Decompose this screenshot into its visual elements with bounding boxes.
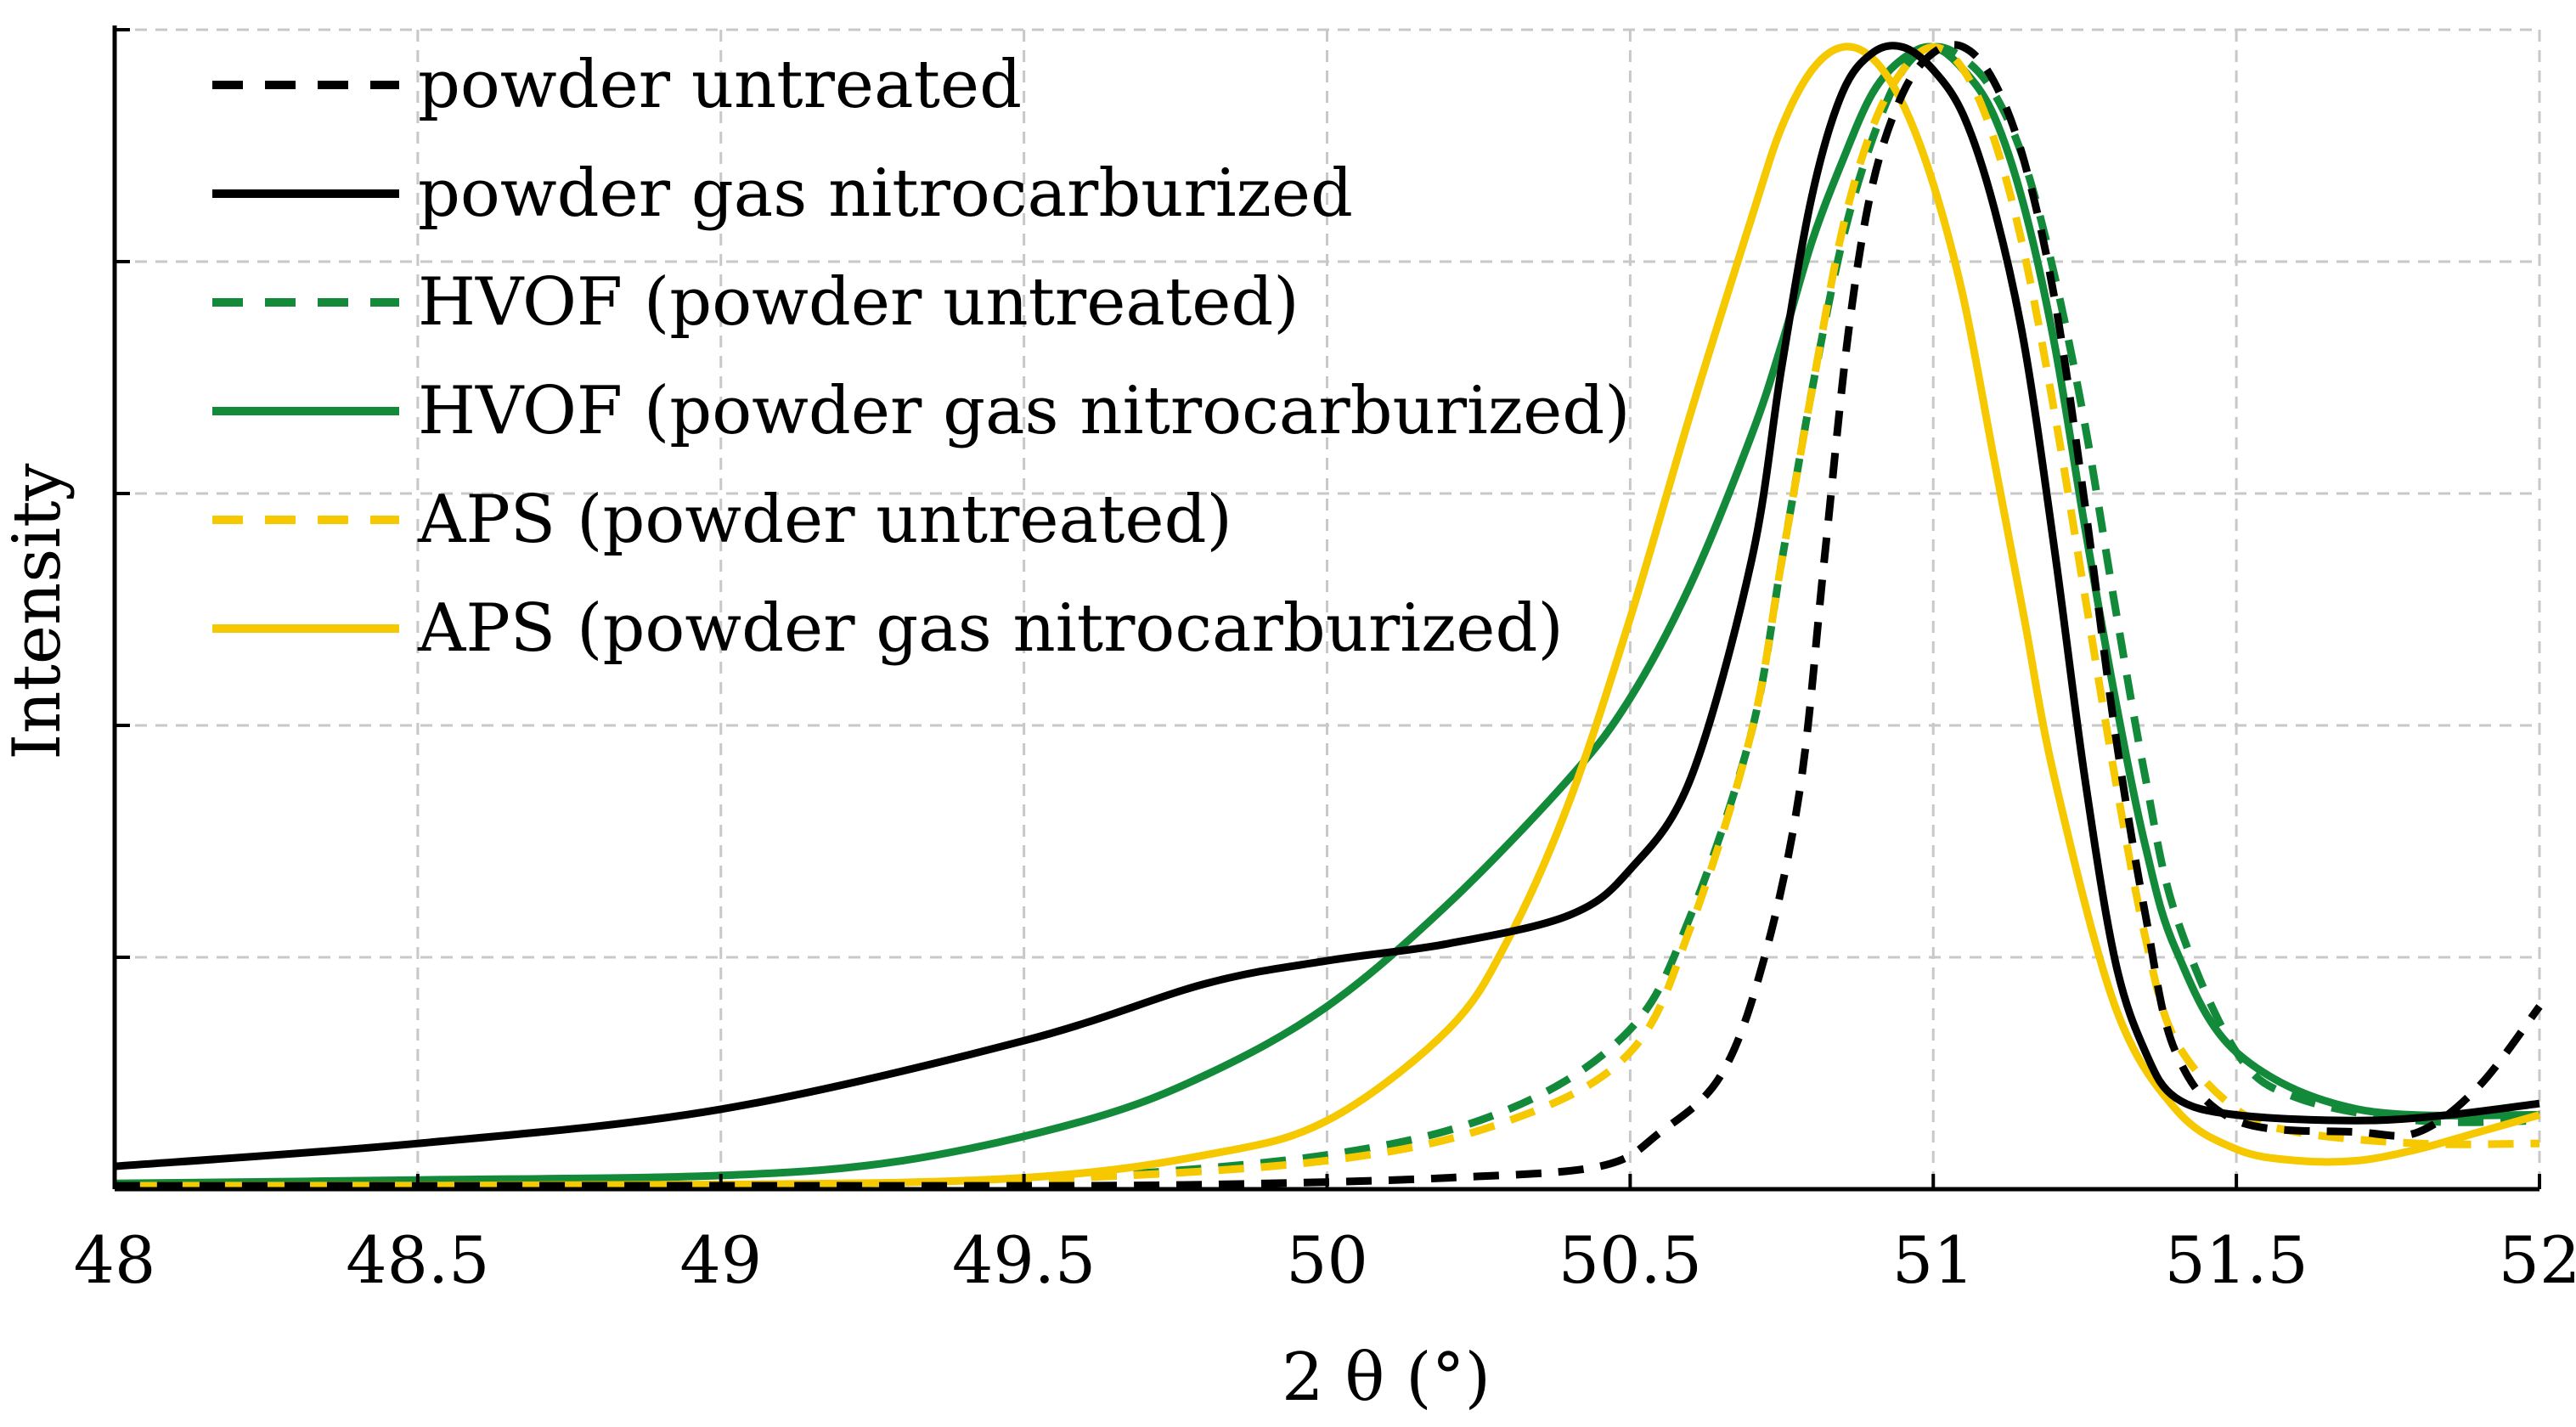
y-axis-title: Intensity xyxy=(0,463,76,759)
x-tick-label: 50 xyxy=(1286,1222,1368,1298)
series-line-0 xyxy=(115,41,2543,1190)
x-tick-label: 52 xyxy=(2499,1222,2576,1298)
x-tick-label: 51 xyxy=(1892,1222,1975,1298)
series-line-4 xyxy=(114,43,2540,1190)
x-tick-label: 48 xyxy=(74,1222,156,1298)
x-tick-label: 50.5 xyxy=(1559,1222,1702,1298)
series-layer xyxy=(114,41,2543,1190)
legend-label: powder untreated xyxy=(418,47,1022,123)
x-tick-label: 49.5 xyxy=(952,1222,1096,1298)
legend-label: APS (powder gas nitrocarburized) xyxy=(417,590,1564,667)
series-line-2 xyxy=(114,42,2540,1190)
x-tick-label: 51.5 xyxy=(2165,1222,2308,1298)
legend-label: powder gas nitrocarburized xyxy=(418,155,1353,232)
x-axis-title: 2 θ (°) xyxy=(1282,1340,1491,1416)
ticks-layer: 48 48.5 49 49.5 50 50.5 51 51.5 52 xyxy=(74,28,2576,1298)
series-line-3 xyxy=(114,42,2540,1187)
series-line-5 xyxy=(114,42,2541,1190)
legend-label: HVOF (powder gas nitrocarburized) xyxy=(418,373,1631,449)
legend: powder untreated powder gas nitrocarburiz… xyxy=(212,47,1631,667)
legend-label: HVOF (powder untreated) xyxy=(418,264,1299,341)
x-tick-label: 48.5 xyxy=(346,1222,489,1298)
legend-label: APS (powder untreated) xyxy=(417,482,1232,558)
x-tick-label: 49 xyxy=(679,1222,762,1298)
series-line-1 xyxy=(114,42,2540,1170)
